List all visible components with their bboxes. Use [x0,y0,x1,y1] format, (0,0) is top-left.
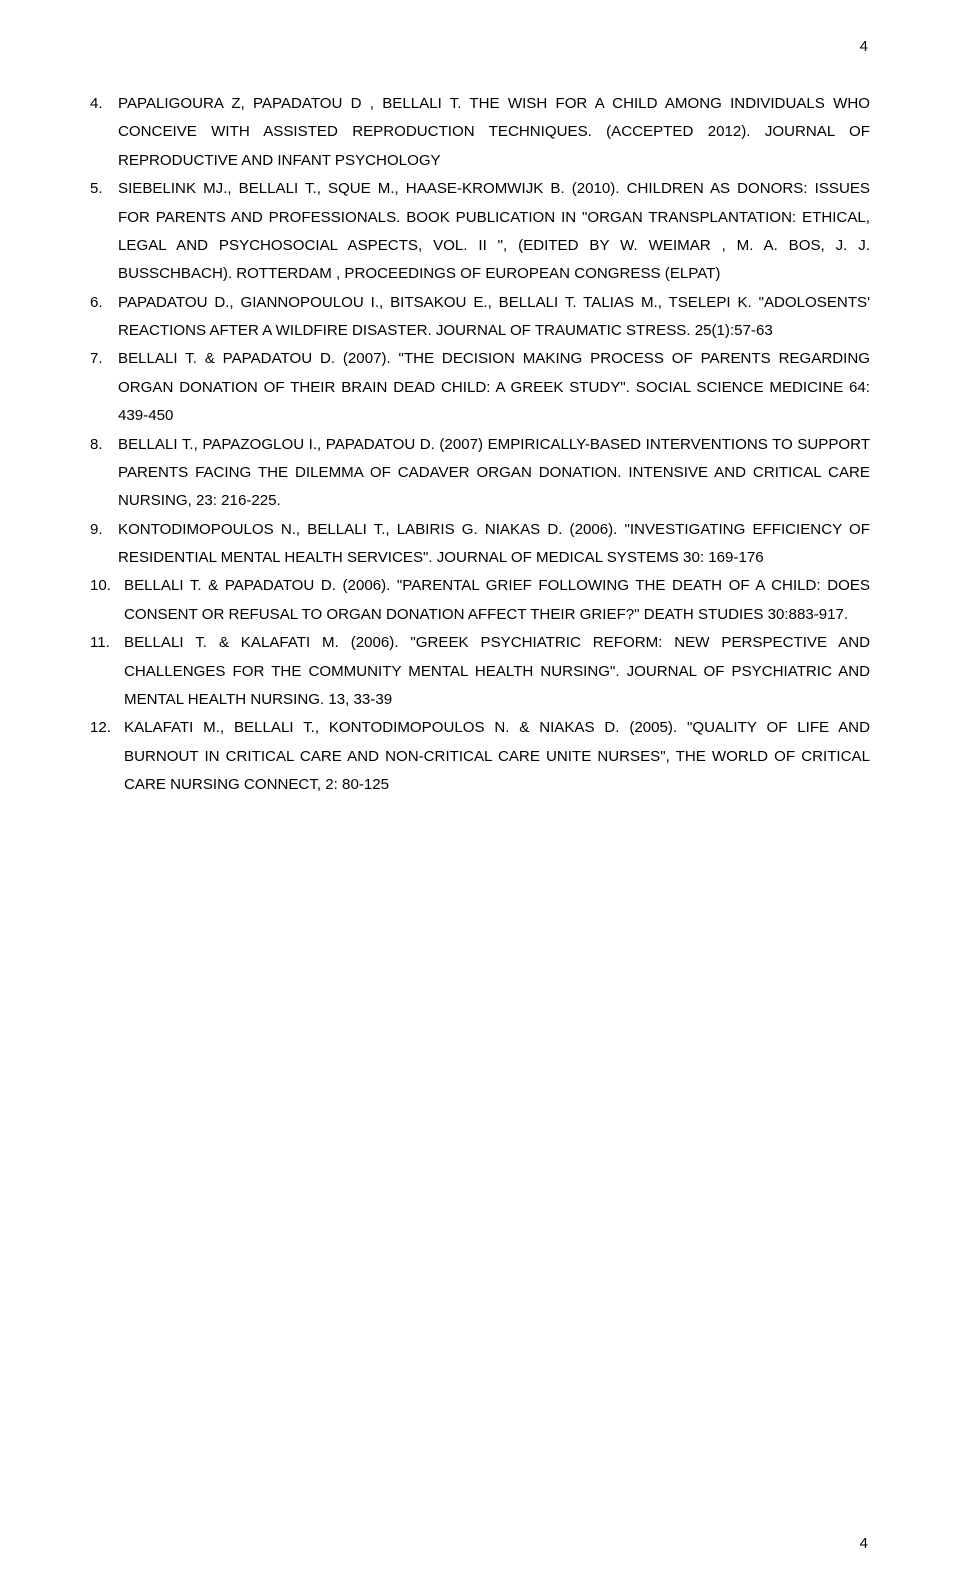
reference-text: KONTODIMOPOULOS N., BELLALI T., LABIRIS … [118,516,870,573]
reference-number: 9. [90,516,118,573]
reference-item: 4. PAPALIGOURA Z, PAPADATOU D , BELLALI … [90,90,870,175]
reference-number: 4. [90,90,118,175]
reference-number: 12. [90,714,124,799]
reference-number: 6. [90,289,118,346]
reference-item: 9. KONTODIMOPOULOS N., BELLALI T., LABIR… [90,516,870,573]
reference-item: 7. BELLALI T. & PAPADATOU D. (2007). "TH… [90,345,870,430]
reference-text: BELLALI T., PAPAZOGLOU I., PAPADATOU D. … [118,431,870,516]
reference-item: 6. PAPADATOU D., GIANNOPOULOU I., BITSAK… [90,289,870,346]
reference-item: 8. BELLALI T., PAPAZOGLOU I., PAPADATOU … [90,431,870,516]
reference-item: 10. BELLALI T. & PAPADATOU D. (2006). "P… [90,572,870,629]
reference-item: 12. KALAFATI M., BELLALI T., KONTODIMOPO… [90,714,870,799]
reference-item: 11. BELLALI T. & KALAFATI M. (2006). "GR… [90,629,870,714]
page-number-bottom: 4 [860,1535,868,1552]
reference-item: 5. SIEBELINK MJ., BELLALI T., SQUE M., H… [90,175,870,289]
reference-text: BELLALI T. & PAPADATOU D. (2007). "THE D… [118,345,870,430]
reference-text: BELLALI T. & KALAFATI M. (2006). "GREEK … [124,629,870,714]
reference-number: 11. [90,629,124,714]
reference-number: 10. [90,572,124,629]
reference-number: 7. [90,345,118,430]
reference-text: PAPADATOU D., GIANNOPOULOU I., BITSAKOU … [118,289,870,346]
reference-text: SIEBELINK MJ., BELLALI T., SQUE M., HAAS… [118,175,870,289]
document-page: 4 4. PAPALIGOURA Z, PAPADATOU D , BELLAL… [0,0,960,1596]
references-list: 4. PAPALIGOURA Z, PAPADATOU D , BELLALI … [90,90,870,799]
reference-number: 8. [90,431,118,516]
reference-number: 5. [90,175,118,289]
reference-text: PAPALIGOURA Z, PAPADATOU D , BELLALI T. … [118,90,870,175]
reference-text: KALAFATI M., BELLALI T., KONTODIMOPOULOS… [124,714,870,799]
reference-text: BELLALI T. & PAPADATOU D. (2006). "PAREN… [124,572,870,629]
page-number-top: 4 [860,38,868,55]
